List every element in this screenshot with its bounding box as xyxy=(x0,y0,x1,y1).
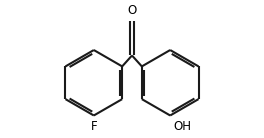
Text: OH: OH xyxy=(174,120,192,133)
Text: F: F xyxy=(91,120,97,133)
Text: O: O xyxy=(127,4,137,17)
